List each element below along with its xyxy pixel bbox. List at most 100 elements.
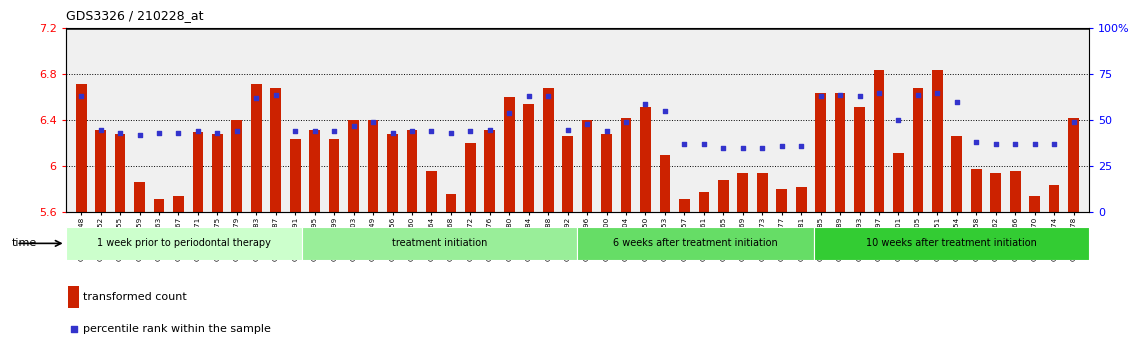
- Text: GDS3326 / 210228_at: GDS3326 / 210228_at: [66, 9, 204, 22]
- Bar: [659, 155, 671, 212]
- Point: [442, 130, 460, 136]
- Bar: [893, 153, 904, 212]
- Bar: [76, 84, 86, 212]
- Bar: [621, 118, 631, 212]
- Point: [422, 129, 440, 134]
- Point: [461, 129, 480, 134]
- Bar: [1010, 171, 1020, 212]
- Point: [111, 130, 129, 136]
- Bar: [290, 139, 301, 212]
- Bar: [524, 104, 534, 212]
- Point: [227, 129, 245, 134]
- Point: [500, 110, 518, 116]
- Point: [325, 129, 343, 134]
- Text: 1 week prior to periodontal therapy: 1 week prior to periodontal therapy: [97, 238, 270, 249]
- Point: [753, 145, 771, 151]
- Bar: [1069, 118, 1079, 212]
- Bar: [251, 84, 261, 212]
- Bar: [465, 143, 476, 212]
- Point: [637, 101, 655, 107]
- Point: [364, 119, 382, 125]
- Bar: [699, 192, 709, 212]
- Bar: [135, 183, 145, 212]
- Point: [715, 145, 733, 151]
- Text: percentile rank within the sample: percentile rank within the sample: [84, 324, 271, 335]
- Bar: [815, 93, 826, 212]
- Point: [345, 123, 363, 129]
- Bar: [718, 180, 728, 212]
- Point: [403, 129, 421, 134]
- Bar: [368, 120, 379, 212]
- Point: [267, 92, 285, 97]
- Bar: [154, 199, 164, 212]
- Text: time: time: [11, 238, 36, 248]
- Point: [812, 93, 830, 99]
- Point: [967, 139, 985, 145]
- Point: [831, 92, 849, 97]
- Bar: [854, 107, 865, 212]
- Point: [909, 92, 927, 97]
- Point: [92, 127, 110, 132]
- Point: [481, 127, 499, 132]
- Point: [851, 93, 869, 99]
- Bar: [173, 196, 184, 212]
- Bar: [192, 132, 204, 212]
- Point: [986, 142, 1004, 147]
- Point: [150, 130, 169, 136]
- Point: [248, 96, 266, 101]
- Point: [889, 118, 907, 123]
- Bar: [543, 88, 553, 212]
- Bar: [776, 189, 787, 212]
- Bar: [95, 130, 106, 212]
- Bar: [581, 120, 593, 212]
- Bar: [426, 171, 437, 212]
- Point: [1064, 119, 1082, 125]
- Point: [170, 130, 188, 136]
- Point: [792, 143, 810, 149]
- Bar: [737, 173, 748, 212]
- Bar: [1048, 185, 1060, 212]
- Point: [305, 129, 323, 134]
- Text: 6 weeks after treatment initiation: 6 weeks after treatment initiation: [613, 238, 778, 249]
- Point: [929, 90, 947, 96]
- Bar: [68, 286, 79, 308]
- Bar: [970, 169, 982, 212]
- Bar: [309, 130, 320, 212]
- Point: [618, 119, 636, 125]
- Bar: [232, 120, 242, 212]
- Point: [597, 129, 615, 134]
- Point: [1007, 142, 1025, 147]
- Point: [72, 93, 90, 99]
- Bar: [602, 134, 612, 212]
- Bar: [562, 137, 573, 212]
- Bar: [873, 70, 884, 212]
- Point: [948, 99, 966, 105]
- Point: [539, 93, 558, 99]
- Bar: [66, 227, 302, 260]
- Text: transformed count: transformed count: [84, 292, 187, 302]
- Bar: [387, 134, 398, 212]
- Bar: [504, 97, 515, 212]
- Bar: [484, 130, 495, 212]
- Point: [189, 129, 207, 134]
- Text: 10 weeks after treatment initiation: 10 weeks after treatment initiation: [866, 238, 1037, 249]
- Point: [578, 121, 596, 127]
- Point: [519, 93, 537, 99]
- Bar: [114, 134, 126, 212]
- Point: [130, 132, 148, 138]
- Point: [772, 143, 791, 149]
- Bar: [640, 107, 650, 212]
- Point: [675, 142, 693, 147]
- Point: [656, 108, 674, 114]
- Bar: [951, 137, 962, 212]
- Point: [1045, 142, 1063, 147]
- Bar: [302, 227, 578, 260]
- Bar: [348, 120, 359, 212]
- Point: [734, 145, 752, 151]
- Point: [208, 130, 226, 136]
- Bar: [913, 88, 923, 212]
- Point: [385, 181, 403, 187]
- Text: treatment initiation: treatment initiation: [392, 238, 487, 249]
- Bar: [211, 134, 223, 212]
- Point: [1026, 142, 1044, 147]
